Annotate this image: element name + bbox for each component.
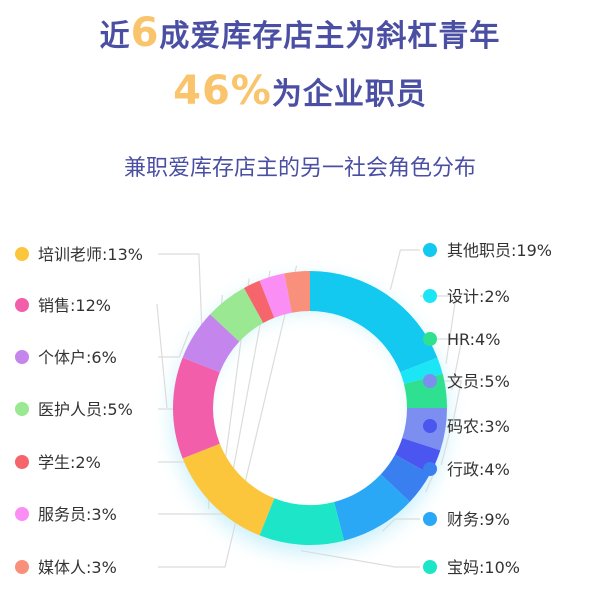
- headline-1-prefix: 近: [99, 19, 131, 54]
- legend-dot: [423, 374, 437, 388]
- slice-label: 医护人员:5%: [38, 400, 133, 419]
- slice-label: 销售:12%: [38, 296, 111, 315]
- legend-dot: [423, 462, 437, 476]
- legend-dot: [15, 247, 29, 261]
- leader-line: [158, 265, 298, 568]
- leader-line: [158, 331, 190, 358]
- leader-line: [389, 249, 420, 290]
- legend-dot: [423, 419, 437, 433]
- legend-dot: [15, 350, 29, 364]
- legend-dot: [15, 298, 29, 312]
- legend-dot: [423, 332, 437, 346]
- headline-line-2: 46%为企业职员: [0, 68, 600, 114]
- donut-slice: [173, 357, 220, 459]
- donut-slice: [400, 357, 443, 384]
- leader-line: [156, 304, 168, 409]
- donut-slice: [259, 273, 292, 318]
- slice-label: 媒体人:3%: [38, 558, 117, 577]
- headline-2-suffix: 为企业职员: [271, 77, 427, 112]
- slice-label: 宝妈:10%: [447, 558, 520, 577]
- donut-slice: [334, 474, 410, 541]
- slice-label: 行政:4%: [447, 460, 510, 479]
- chart-title: 兼职爱库存店主的另一社会角色分布: [123, 156, 476, 181]
- donut-slice: [243, 280, 275, 323]
- donut-slice: [310, 271, 438, 373]
- headline-line-1: 近6成爱库存店主为斜杠青年: [0, 10, 600, 56]
- legend-dot: [15, 560, 29, 574]
- legend-dot: [15, 507, 29, 521]
- slice-label: 培训老师:13%: [38, 245, 143, 264]
- slice-label: 其他职员:19%: [447, 241, 552, 260]
- headline-1-suffix: 成爱库存店主为斜杠青年: [159, 19, 501, 54]
- legend-dot: [423, 243, 437, 257]
- slice-label: 个体户:6%: [38, 348, 117, 367]
- legend-dot: [423, 560, 437, 574]
- donut-slice: [380, 454, 431, 502]
- legend-dot: [15, 402, 29, 416]
- slice-label: 服务员:3%: [38, 505, 117, 524]
- slice-label: 文员:5%: [447, 372, 510, 391]
- legend-dot: [423, 289, 437, 303]
- donut-slice: [259, 498, 345, 546]
- headline-1-highlight: 6: [130, 10, 160, 56]
- legend-dot: [15, 455, 29, 469]
- donut-slice: [284, 271, 310, 313]
- slice-label: HR:4%: [447, 330, 500, 349]
- donut-slice: [182, 314, 240, 373]
- legend-dot: [423, 512, 437, 526]
- headline-2-highlight: 46%: [173, 68, 272, 114]
- slice-label: 码农:3%: [447, 417, 510, 436]
- leader-line: [300, 550, 420, 568]
- leader-line: [382, 518, 420, 532]
- slice-label: 学生:2%: [38, 453, 101, 472]
- donut-slice: [210, 287, 264, 342]
- slice-label: 设计:2%: [447, 287, 510, 306]
- slice-label: 财务:9%: [447, 510, 510, 529]
- donut-slice: [182, 443, 275, 536]
